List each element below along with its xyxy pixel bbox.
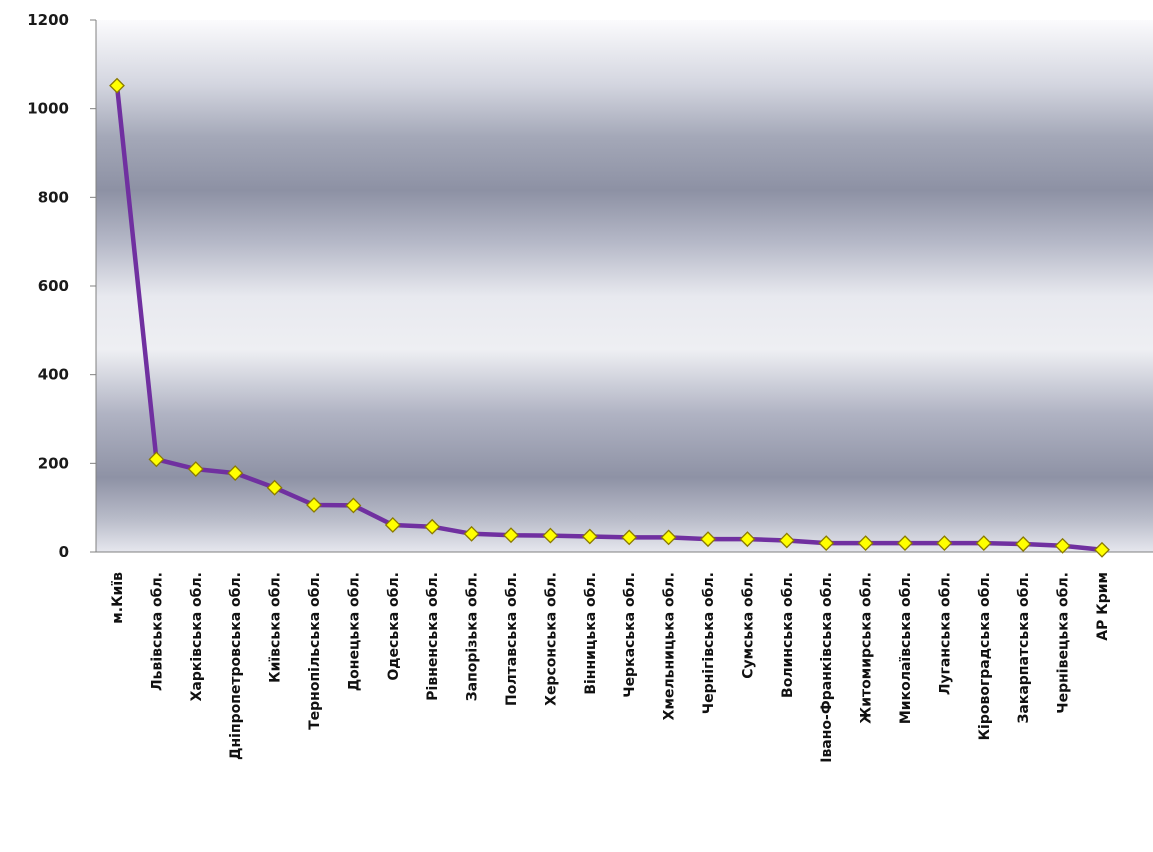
data-point-marker: [266, 479, 283, 496]
y-tick-label: 0: [59, 543, 69, 561]
x-tick-label: Чернівецька обл.: [1056, 572, 1072, 714]
data-point-marker: [739, 531, 756, 548]
y-tick-label: 1000: [27, 100, 69, 118]
x-tick-label: Миколаївська обл.: [898, 572, 914, 724]
data-point-marker: [975, 535, 992, 552]
data-point-marker: [542, 527, 559, 544]
x-tick-label: Дніпропетровська обл.: [228, 572, 244, 760]
x-tick-label: Харківська обл.: [189, 572, 205, 701]
x-tick-label: Луганська обл.: [937, 572, 953, 695]
data-point-marker: [778, 532, 795, 549]
x-tick-label: Запорізька обл.: [465, 572, 481, 701]
data-point-marker: [1054, 537, 1071, 554]
data-point-marker: [1094, 541, 1110, 558]
data-point-marker: [345, 497, 362, 514]
x-tick-label: Рівненська обл.: [425, 572, 441, 701]
data-point-marker: [621, 529, 638, 546]
x-tick-label: Закарпатська обл.: [1016, 572, 1032, 724]
data-point-marker: [109, 77, 125, 94]
x-tick-label: Сумська обл.: [740, 572, 756, 679]
data-point-marker: [700, 531, 716, 548]
x-tick-label: м.Київ: [110, 572, 126, 624]
y-tick-label: 200: [38, 454, 69, 472]
x-tick-label: Волинська обл.: [780, 572, 796, 698]
data-point-marker: [148, 451, 165, 468]
x-tick-label: Кіровоградська обл.: [977, 572, 993, 740]
plot-area-background: [96, 20, 1153, 552]
y-axis: 0 200 400 600 800 1000 1200: [27, 11, 97, 561]
y-tick-label: 800: [38, 188, 69, 206]
y-tick-label: 1200: [27, 11, 69, 29]
y-tick-label: 400: [38, 366, 69, 384]
data-point-marker: [384, 517, 401, 533]
data-point-marker: [463, 525, 480, 542]
data-point-marker: [897, 535, 913, 552]
x-tick-label: Тернопільська обл.: [307, 572, 323, 730]
data-point-marker: [857, 535, 874, 552]
x-tick-label: Львівська обл.: [149, 572, 165, 691]
x-tick-label: Житомирська обл.: [859, 572, 875, 724]
x-tick-labels: м.Київ Львівська обл. Харківська обл. Дніпр…: [110, 572, 1111, 763]
data-point-marker: [227, 465, 244, 482]
data-point-marker: [660, 529, 677, 546]
x-tick-label: Київська обл.: [268, 572, 284, 683]
x-tick-label: АР Крим: [1095, 572, 1111, 641]
series-group: [109, 77, 1110, 558]
y-tick-label: 600: [38, 277, 69, 295]
data-point-marker: [306, 497, 322, 513]
x-tick-label: Донецька обл.: [346, 572, 362, 691]
x-tick-label: Одеська обл.: [386, 572, 402, 681]
x-tick-label: Черкаська обл.: [622, 572, 638, 698]
x-tick-label: Чернігівська обл.: [701, 572, 717, 714]
data-point-marker: [1015, 536, 1032, 552]
data-point-marker: [581, 528, 598, 545]
x-tick-label: Хмельницька обл.: [662, 572, 678, 720]
x-tick-label: Вінницька обл.: [583, 572, 599, 695]
x-tick-label: Херсонська обл.: [543, 572, 559, 706]
data-point-marker: [424, 518, 441, 535]
x-tick-label: Полтавська обл.: [504, 572, 520, 706]
data-point-marker: [503, 527, 519, 544]
x-tick-label: Івано-Франківська обл.: [819, 572, 835, 763]
data-point-marker: [187, 461, 204, 478]
data-point-marker: [818, 535, 835, 552]
data-point-marker: [936, 535, 953, 552]
